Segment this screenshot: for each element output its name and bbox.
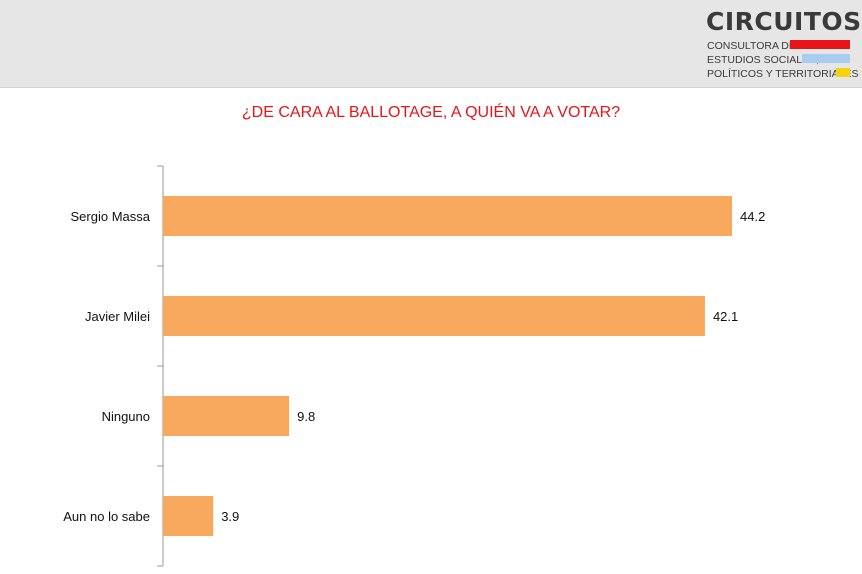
value-label: 44.2 <box>740 209 765 224</box>
value-label: 3.9 <box>221 509 239 524</box>
value-label: 42.1 <box>713 309 738 324</box>
circuitos-logo: CIRCUITOS CONSULTORA DE ESTUDIOS SOCIALE… <box>706 7 861 83</box>
category-label: Javier Milei <box>85 309 150 324</box>
bar-2 <box>163 296 705 336</box>
logo-line-3: POLÍTICOS Y TERRITORIALES <box>707 68 859 80</box>
value-label: 9.8 <box>297 409 315 424</box>
category-label: Sergio Massa <box>71 209 151 224</box>
bar-3 <box>163 396 290 436</box>
chart-title: ¿DE CARA AL BALLOTAGE, A QUIÉN VA A VOTA… <box>241 104 621 121</box>
category-label: Aun no lo sabe <box>63 509 150 524</box>
bar-1 <box>163 196 732 236</box>
logo-yellow-stripe <box>836 68 850 77</box>
logo-red-stripe <box>790 40 850 49</box>
category-label: Ninguno <box>102 409 150 424</box>
logo-line-1: CONSULTORA DE <box>707 40 796 52</box>
logo-title: CIRCUITOS <box>706 7 862 36</box>
header-band: CIRCUITOS CONSULTORA DE ESTUDIOS SOCIALE… <box>0 0 862 88</box>
logo-blue-stripe <box>802 54 850 63</box>
bar-4 <box>163 496 214 536</box>
logo-line-2: ESTUDIOS SOCIALES, <box>707 54 820 66</box>
